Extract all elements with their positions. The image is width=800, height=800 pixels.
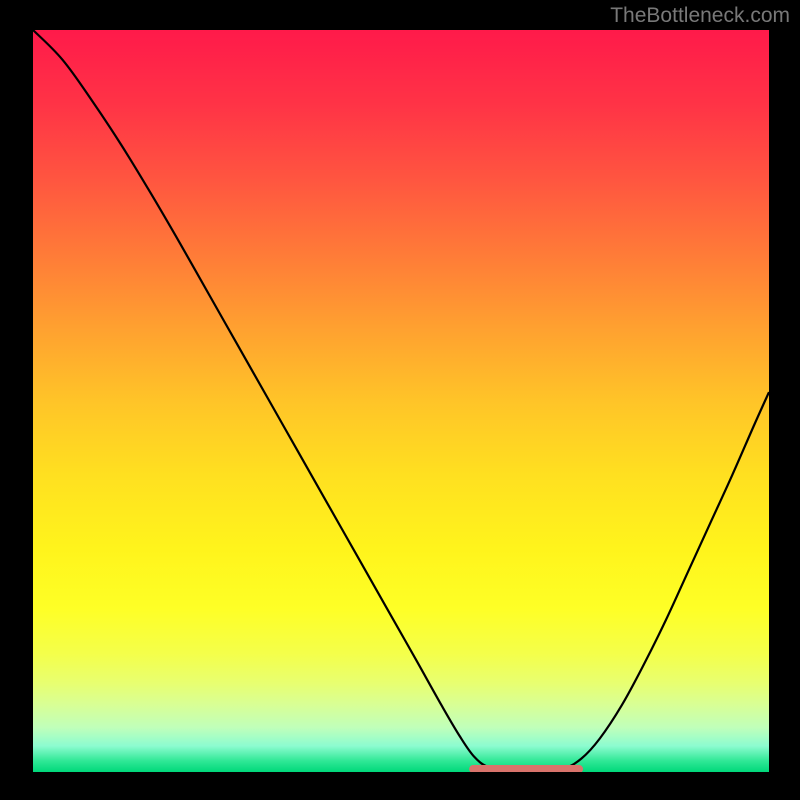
chart-container: TheBottleneck.com bbox=[0, 0, 800, 800]
plot-area bbox=[33, 30, 769, 772]
watermark-text: TheBottleneck.com bbox=[610, 4, 790, 28]
bottleneck-curve bbox=[33, 30, 769, 772]
curve-layer bbox=[33, 30, 769, 772]
